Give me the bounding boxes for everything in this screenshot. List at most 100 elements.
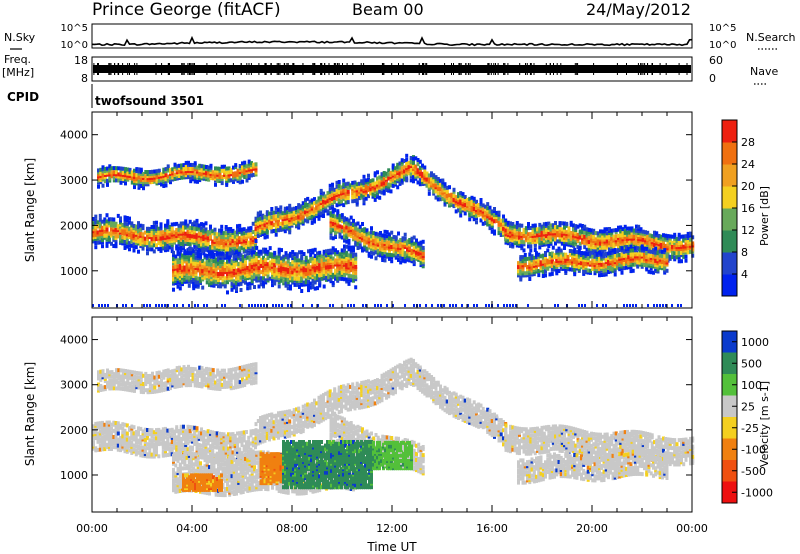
power-cell — [128, 243, 131, 248]
power-cell — [414, 156, 418, 161]
power-cell — [565, 221, 569, 226]
power-cell — [611, 250, 615, 255]
power-cell — [367, 194, 370, 199]
power-cell — [196, 268, 200, 273]
power-cell — [202, 243, 206, 248]
power-cell — [220, 245, 224, 250]
power-cell — [254, 231, 258, 235]
power-cell — [244, 280, 247, 285]
power-cell — [114, 227, 118, 232]
power-cell — [559, 256, 563, 261]
power-cell — [533, 248, 537, 252]
power-cell — [381, 233, 385, 238]
power-cell — [308, 210, 312, 214]
power-cell — [232, 165, 235, 170]
power-cell — [468, 211, 472, 216]
freq-tick-mark — [458, 63, 460, 75]
power-cell — [343, 252, 346, 257]
power-cell — [179, 229, 183, 234]
power-cell — [365, 246, 369, 251]
power-cell — [602, 262, 606, 267]
power-cell — [391, 169, 395, 174]
power-cell — [546, 266, 550, 271]
power-cell — [313, 254, 317, 258]
power-cell — [289, 262, 292, 266]
freq-tick-mark — [334, 63, 336, 75]
power-cell — [399, 254, 403, 259]
power-cell — [266, 274, 270, 279]
freq-tick-mark — [206, 63, 208, 75]
power-cell — [347, 259, 351, 264]
power-cell — [157, 174, 161, 179]
power-cell — [484, 210, 487, 215]
power-cell — [584, 251, 588, 256]
power-cell — [360, 189, 364, 194]
power-cell — [318, 277, 322, 282]
power-cell — [407, 165, 411, 170]
power-cell — [219, 253, 223, 258]
power-cell — [382, 185, 386, 190]
power-cell — [346, 189, 350, 194]
power-cell — [172, 267, 175, 272]
power-cell — [322, 191, 325, 196]
power-cell — [218, 177, 222, 181]
power-cell — [244, 262, 247, 267]
power-cell — [367, 188, 370, 192]
power-cell — [293, 264, 297, 269]
power-cell — [183, 277, 187, 282]
power-cell — [214, 257, 218, 262]
power-cell — [379, 245, 382, 250]
power-cell — [235, 256, 238, 261]
power-cell — [372, 251, 376, 256]
power-cell — [354, 240, 358, 245]
power-cell — [155, 237, 158, 242]
power-cell — [187, 271, 191, 276]
power-cell — [343, 226, 346, 231]
power-cell — [224, 227, 228, 232]
power-cell — [209, 232, 212, 237]
power-cell — [198, 167, 202, 172]
power-cell — [313, 278, 317, 283]
power-cell — [183, 257, 187, 262]
power-cell — [352, 229, 355, 234]
power-cell — [662, 237, 665, 242]
power-cell — [653, 234, 656, 239]
power-cell — [295, 216, 298, 221]
freq-tick-mark — [469, 63, 471, 75]
power-cell — [141, 246, 145, 251]
freq-tick-mark — [93, 63, 95, 75]
power-cell — [337, 200, 341, 205]
power-cell — [175, 221, 179, 226]
power-cell — [291, 250, 295, 254]
power-cell — [208, 258, 211, 263]
power-cell — [527, 236, 530, 241]
power-cell — [208, 282, 211, 287]
power-cell — [620, 246, 624, 251]
power-cell — [243, 171, 247, 175]
power-cell — [155, 175, 159, 180]
power-cell — [238, 172, 242, 177]
power-cell — [97, 168, 100, 173]
power-cell — [250, 252, 254, 257]
power-cell — [271, 260, 274, 265]
power-cell — [244, 272, 247, 277]
freq-tick-mark — [286, 63, 288, 75]
power-cell — [320, 276, 324, 281]
power-cell — [412, 235, 416, 240]
power-cell — [635, 243, 638, 247]
power-cell — [513, 226, 517, 231]
power-cell — [421, 264, 425, 269]
power-cell — [591, 267, 595, 271]
power-cell — [189, 162, 193, 167]
power-cell — [214, 174, 217, 179]
power-cell — [381, 239, 385, 244]
power-cell — [421, 245, 425, 250]
power-cell — [484, 206, 487, 211]
power-cell — [319, 188, 323, 193]
power-cell — [585, 229, 589, 234]
power-cell — [334, 270, 337, 275]
power-cell — [150, 235, 154, 240]
power-cell — [370, 230, 373, 235]
power-cell — [389, 177, 393, 182]
power-cell — [518, 235, 521, 240]
